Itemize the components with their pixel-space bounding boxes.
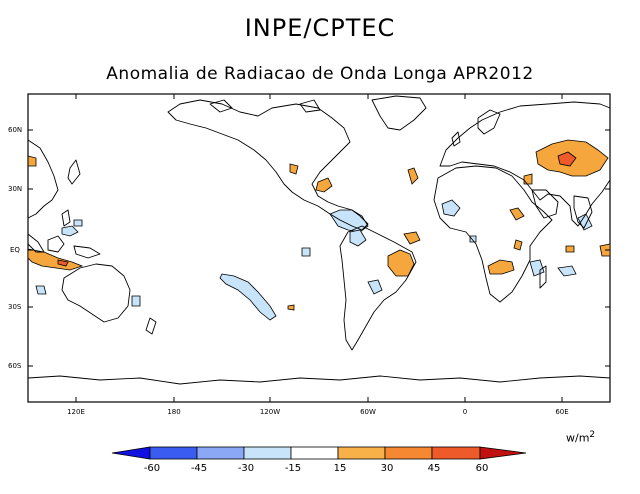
colorbar-label: -15: [285, 463, 301, 474]
anomaly-atlantic-eq: [403, 231, 421, 245]
colorbar-label: 15: [334, 463, 347, 474]
japan-outline: [67, 159, 81, 185]
anomaly-caribbean: [329, 209, 369, 233]
anomaly-south-pacific: [287, 304, 295, 311]
map-frame: [27, 93, 611, 403]
british-isles-outline: [451, 131, 461, 147]
colorbar-label: -45: [191, 463, 207, 474]
lon-tick-label: 60W: [360, 408, 376, 416]
borneo-outline: [47, 235, 65, 253]
anomaly-indian-ocean-south: [557, 265, 577, 277]
lon-tick-label: 0: [463, 408, 467, 416]
lon-tick-label: 180: [167, 408, 180, 416]
anomaly-mid-pacific-north: [73, 219, 83, 227]
negative-anomalies: [35, 199, 593, 321]
east-asia-west-outline: [27, 139, 59, 219]
anomaly-atlantic-eq-small: [469, 235, 477, 243]
lon-tick-label: 60E: [555, 408, 568, 416]
new-guinea-outline: [73, 245, 101, 259]
arabia-outline: [531, 189, 559, 219]
colorbar-label: -30: [238, 463, 254, 474]
coastlines: [27, 95, 611, 385]
africa-outline: [433, 165, 553, 303]
colorbar: -60 -45 -30 -15 15 30 45 60: [111, 446, 527, 474]
colorbar-label: -60: [144, 463, 160, 474]
madagascar-outline: [539, 265, 547, 289]
anomaly-west-pacific-15s: [35, 285, 47, 295]
anomaly-west-pacific-10n: [61, 225, 79, 237]
anomaly-west-pacific-core: [57, 259, 69, 267]
colorbar-swatch: [290, 446, 339, 460]
philippines-outline: [61, 209, 71, 227]
anomaly-west-pacific-eq: [27, 248, 84, 271]
anomaly-central-asia-core: [557, 151, 577, 167]
map-subtitle: Anomalia de Radiacao de Onda Longa APR20…: [106, 64, 534, 84]
anomaly-amazon: [349, 229, 367, 247]
new-zealand-outline: [145, 317, 157, 335]
anomaly-atlantic-north: [441, 199, 461, 217]
positive-anomalies: [27, 139, 611, 311]
antarctica-outline: [27, 375, 611, 385]
colorbar-swatch: [196, 446, 245, 460]
lon-tick-label: 120E: [67, 408, 85, 416]
eurasia-outline: [439, 101, 611, 227]
lon-tick-label: 120W: [260, 408, 280, 416]
anomaly-australia-west: [131, 295, 141, 307]
anomaly-atlantic-30n: [407, 167, 419, 185]
sumatra-outline: [27, 233, 45, 253]
lon-axis: 120E 180 120W 60W 0 60E: [67, 94, 569, 416]
colorbar-swatch: [431, 446, 481, 460]
anomaly-east-africa-eq: [513, 239, 523, 251]
units-label: w/m2: [566, 430, 595, 445]
lat-tick-label: 60S: [8, 362, 22, 370]
lat-tick-label: EQ: [10, 246, 20, 254]
anomaly-east-africa: [529, 259, 545, 277]
colorbar-swatch: [243, 446, 292, 460]
arctic-islands-outline: [209, 99, 321, 113]
anomaly-gulf-mexico: [315, 177, 333, 193]
units-base: w/m: [566, 431, 590, 445]
colorbar-swatch: [149, 446, 198, 460]
anomaly-south-america-west: [367, 279, 383, 295]
greenland-outline: [371, 95, 427, 131]
lat-tick-label: 30N: [8, 185, 22, 193]
lat-axis: 60N 30N EQ 30S 60S: [8, 126, 610, 370]
colorbar-label: 60: [476, 463, 489, 474]
colorbar-label: 30: [381, 463, 394, 474]
anomaly-east-pacific-eq: [301, 247, 311, 257]
colorbar-swatch: [384, 446, 433, 460]
anomaly-edge-west-30n: [27, 155, 37, 167]
strong-positive-anomalies: [57, 151, 577, 267]
anomaly-west-africa: [509, 207, 525, 221]
units-exponent: 2: [589, 430, 596, 440]
south-america-outline: [339, 225, 417, 351]
colorbar-low-arrow: [111, 446, 151, 460]
north-america-outline: [167, 99, 369, 231]
main-title: INPE/CPTEC: [244, 14, 396, 42]
anomaly-south-pacific-spcz: [219, 273, 277, 321]
anomaly-brazil-east: [387, 249, 415, 277]
anomaly-us-central: [289, 163, 299, 175]
colorbar-swatch: [337, 446, 386, 460]
colorbar-high-arrow: [479, 446, 527, 460]
anomaly-mideast: [523, 173, 533, 185]
australia-outline: [61, 263, 131, 323]
lat-tick-label: 30S: [8, 303, 22, 311]
colorbar-label: 45: [428, 463, 441, 474]
india-outline: [573, 195, 593, 229]
lat-tick-label: 60N: [8, 126, 22, 134]
scandinavia-outline: [477, 109, 501, 135]
anomaly-central-africa: [487, 259, 515, 275]
anomaly-india-ocean: [565, 245, 575, 253]
